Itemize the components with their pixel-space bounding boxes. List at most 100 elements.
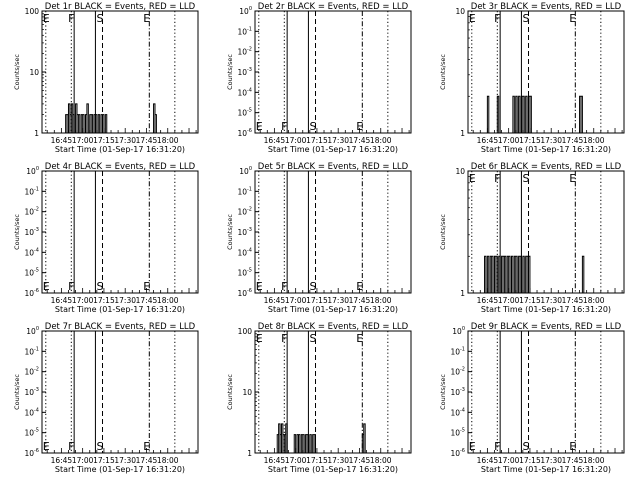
x-tick-label: 18:00 <box>583 136 605 145</box>
x-tick-label: 16:45 <box>51 296 73 305</box>
plot-frame <box>467 170 625 294</box>
x-tick-label: 17:00 <box>498 296 520 305</box>
y-tick-label: 10-6 <box>237 128 252 138</box>
y-tick-label: 10-1 <box>24 346 39 356</box>
event-letter: F <box>494 12 500 25</box>
x-tick-label: 17:15 <box>306 136 328 145</box>
event-letter: E <box>43 280 50 293</box>
y-tick-label: 10-5 <box>24 428 39 438</box>
x-tick-label: 17:15 <box>519 296 541 305</box>
x-tick-label: 16:45 <box>477 456 499 465</box>
x-tick-label: 17:45 <box>562 296 584 305</box>
event-letter: E <box>569 12 576 25</box>
x-axis-label: Start Time (01-Sep-17 16:31:20) <box>268 465 398 474</box>
y-tick-label: 100 <box>25 7 40 16</box>
x-tick-label: 18:00 <box>583 296 605 305</box>
event-letter: S <box>310 280 317 293</box>
panel-title: Det 2r BLACK = Events, RED = LLD <box>258 2 409 12</box>
event-letter: E <box>143 280 150 293</box>
event-letter: F <box>494 440 500 453</box>
x-tick-label: 18:00 <box>370 136 392 145</box>
y-tick-label: 10-5 <box>237 268 252 278</box>
event-letter: S <box>310 332 317 345</box>
x-tick-label: 17:45 <box>136 136 158 145</box>
x-tick-label: 17:15 <box>93 136 115 145</box>
x-tick-label: 17:15 <box>519 136 541 145</box>
detector-panel: Det 6r BLACK = Events, RED = LLD 1 10 16:45… <box>439 162 625 314</box>
event-letter: E <box>569 440 576 453</box>
y-tick-label: 10-6 <box>24 288 39 298</box>
event-letter: E <box>256 332 263 345</box>
event-letter: S <box>523 172 530 185</box>
x-tick-label: 17:15 <box>306 456 328 465</box>
y-tick-label: 1 <box>460 129 465 138</box>
detector-panel: Det 1r BLACK = Events, RED = LLD 1 10 100 16… <box>13 2 199 154</box>
event-letter: E <box>469 12 476 25</box>
x-tick-label: 17:30 <box>114 296 136 305</box>
y-tick-label: 10-6 <box>450 448 465 458</box>
x-tick-label: 17:00 <box>285 456 307 465</box>
y-tick-label: 100 <box>26 326 39 336</box>
y-tick-label: 1 <box>247 449 252 458</box>
x-axis-label: Start Time (01-Sep-17 16:31:20) <box>55 305 185 314</box>
event-count-trace <box>276 423 366 454</box>
y-tick-label: 10-3 <box>237 227 252 237</box>
event-letter: S <box>97 440 104 453</box>
detector-panel: Det 8r BLACK = Events, RED = LLD 1 10 100 16… <box>226 322 412 474</box>
panel-title: Det 4r BLACK = Events, RED = LLD <box>45 162 196 172</box>
x-tick-label: 17:00 <box>72 456 94 465</box>
x-axis-label: Start Time (01-Sep-17 16:31:20) <box>55 465 185 474</box>
x-tick-label: 16:45 <box>477 296 499 305</box>
x-tick-label: 17:30 <box>327 456 349 465</box>
y-tick-label: 10-3 <box>237 67 252 77</box>
y-tick-label: 10 <box>455 167 465 176</box>
y-tick-label: 10-4 <box>24 407 39 417</box>
x-tick-label: 17:00 <box>72 136 94 145</box>
plot-frame <box>467 10 625 134</box>
y-tick-label: 10 <box>455 7 465 16</box>
y-tick-label: 10-2 <box>24 207 39 217</box>
detector-panel: Det 5r BLACK = Events, RED = LLD 10-6 10-5… <box>226 162 412 314</box>
y-tick-label: 10-2 <box>450 367 465 377</box>
event-count-trace <box>65 103 157 134</box>
panel-title: Det 7r BLACK = Events, RED = LLD <box>45 322 196 332</box>
y-tick-label: 10 <box>242 388 252 397</box>
event-letter: E <box>256 280 263 293</box>
x-tick-label: 18:00 <box>157 296 179 305</box>
y-tick-label: 10-1 <box>237 26 252 36</box>
x-tick-label: 17:15 <box>519 456 541 465</box>
x-axis-label: Start Time (01-Sep-17 16:31:20) <box>268 305 398 314</box>
x-tick-label: 17:30 <box>540 136 562 145</box>
event-letter: E <box>356 280 363 293</box>
x-tick-label: 18:00 <box>157 136 179 145</box>
x-tick-label: 16:45 <box>264 456 286 465</box>
detector-panel: Det 3r BLACK = Events, RED = LLD 1 10 16:45… <box>439 2 625 154</box>
x-tick-label: 17:45 <box>349 456 371 465</box>
x-tick-label: 17:15 <box>93 296 115 305</box>
y-tick-label: 10-3 <box>24 227 39 237</box>
event-count-trace <box>486 95 583 134</box>
y-axis-label: Counts/sec <box>13 54 21 90</box>
y-tick-label: 10-1 <box>450 346 465 356</box>
y-axis-label: Counts/sec <box>13 374 21 410</box>
event-letter: E <box>43 12 50 25</box>
x-tick-label: 17:15 <box>306 296 328 305</box>
event-letter: F <box>68 440 74 453</box>
event-letter: E <box>569 172 576 185</box>
y-tick-label: 10-3 <box>24 387 39 397</box>
x-axis-label: Start Time (01-Sep-17 16:31:20) <box>481 305 611 314</box>
x-tick-label: 17:00 <box>498 456 520 465</box>
y-tick-label: 10-4 <box>237 247 252 257</box>
y-tick-label: 10-2 <box>24 367 39 377</box>
x-tick-label: 17:45 <box>562 136 584 145</box>
x-tick-label: 17:30 <box>114 136 136 145</box>
y-axis-label: Counts/sec <box>439 214 447 250</box>
y-tick-label: 10-5 <box>237 108 252 118</box>
x-tick-label: 17:30 <box>327 296 349 305</box>
x-tick-label: 17:30 <box>540 456 562 465</box>
x-tick-label: 17:30 <box>327 136 349 145</box>
event-letter: E <box>356 120 363 133</box>
y-tick-label: 10-1 <box>237 186 252 196</box>
y-tick-label: 100 <box>238 327 253 336</box>
